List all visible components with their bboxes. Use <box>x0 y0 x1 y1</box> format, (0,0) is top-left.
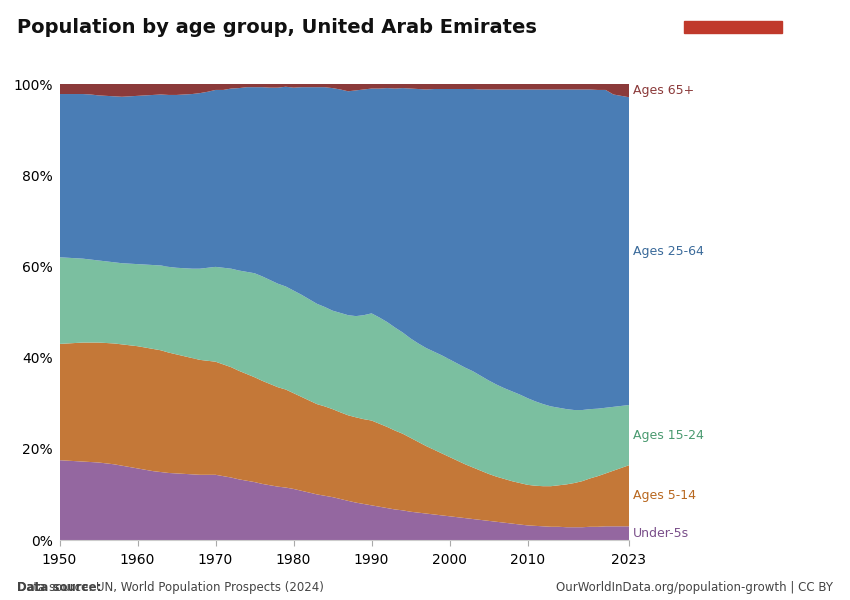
Text: Our World: Our World <box>706 44 761 54</box>
Text: Ages 25-64: Ages 25-64 <box>633 245 704 257</box>
Text: Data source:: Data source: <box>17 581 101 594</box>
Text: Data source: UN, World Population Prospects (2024): Data source: UN, World Population Prospe… <box>17 581 324 594</box>
Bar <box>684 21 782 33</box>
Text: OurWorldInData.org/population-growth | CC BY: OurWorldInData.org/population-growth | C… <box>556 581 833 594</box>
Text: Ages 5-14: Ages 5-14 <box>633 489 696 502</box>
Text: in Data: in Data <box>713 62 753 72</box>
Text: Ages 65+: Ages 65+ <box>633 84 694 97</box>
Text: Under-5s: Under-5s <box>633 527 689 539</box>
Text: Ages 15-24: Ages 15-24 <box>633 428 704 442</box>
Text: Population by age group, United Arab Emirates: Population by age group, United Arab Emi… <box>17 18 537 37</box>
